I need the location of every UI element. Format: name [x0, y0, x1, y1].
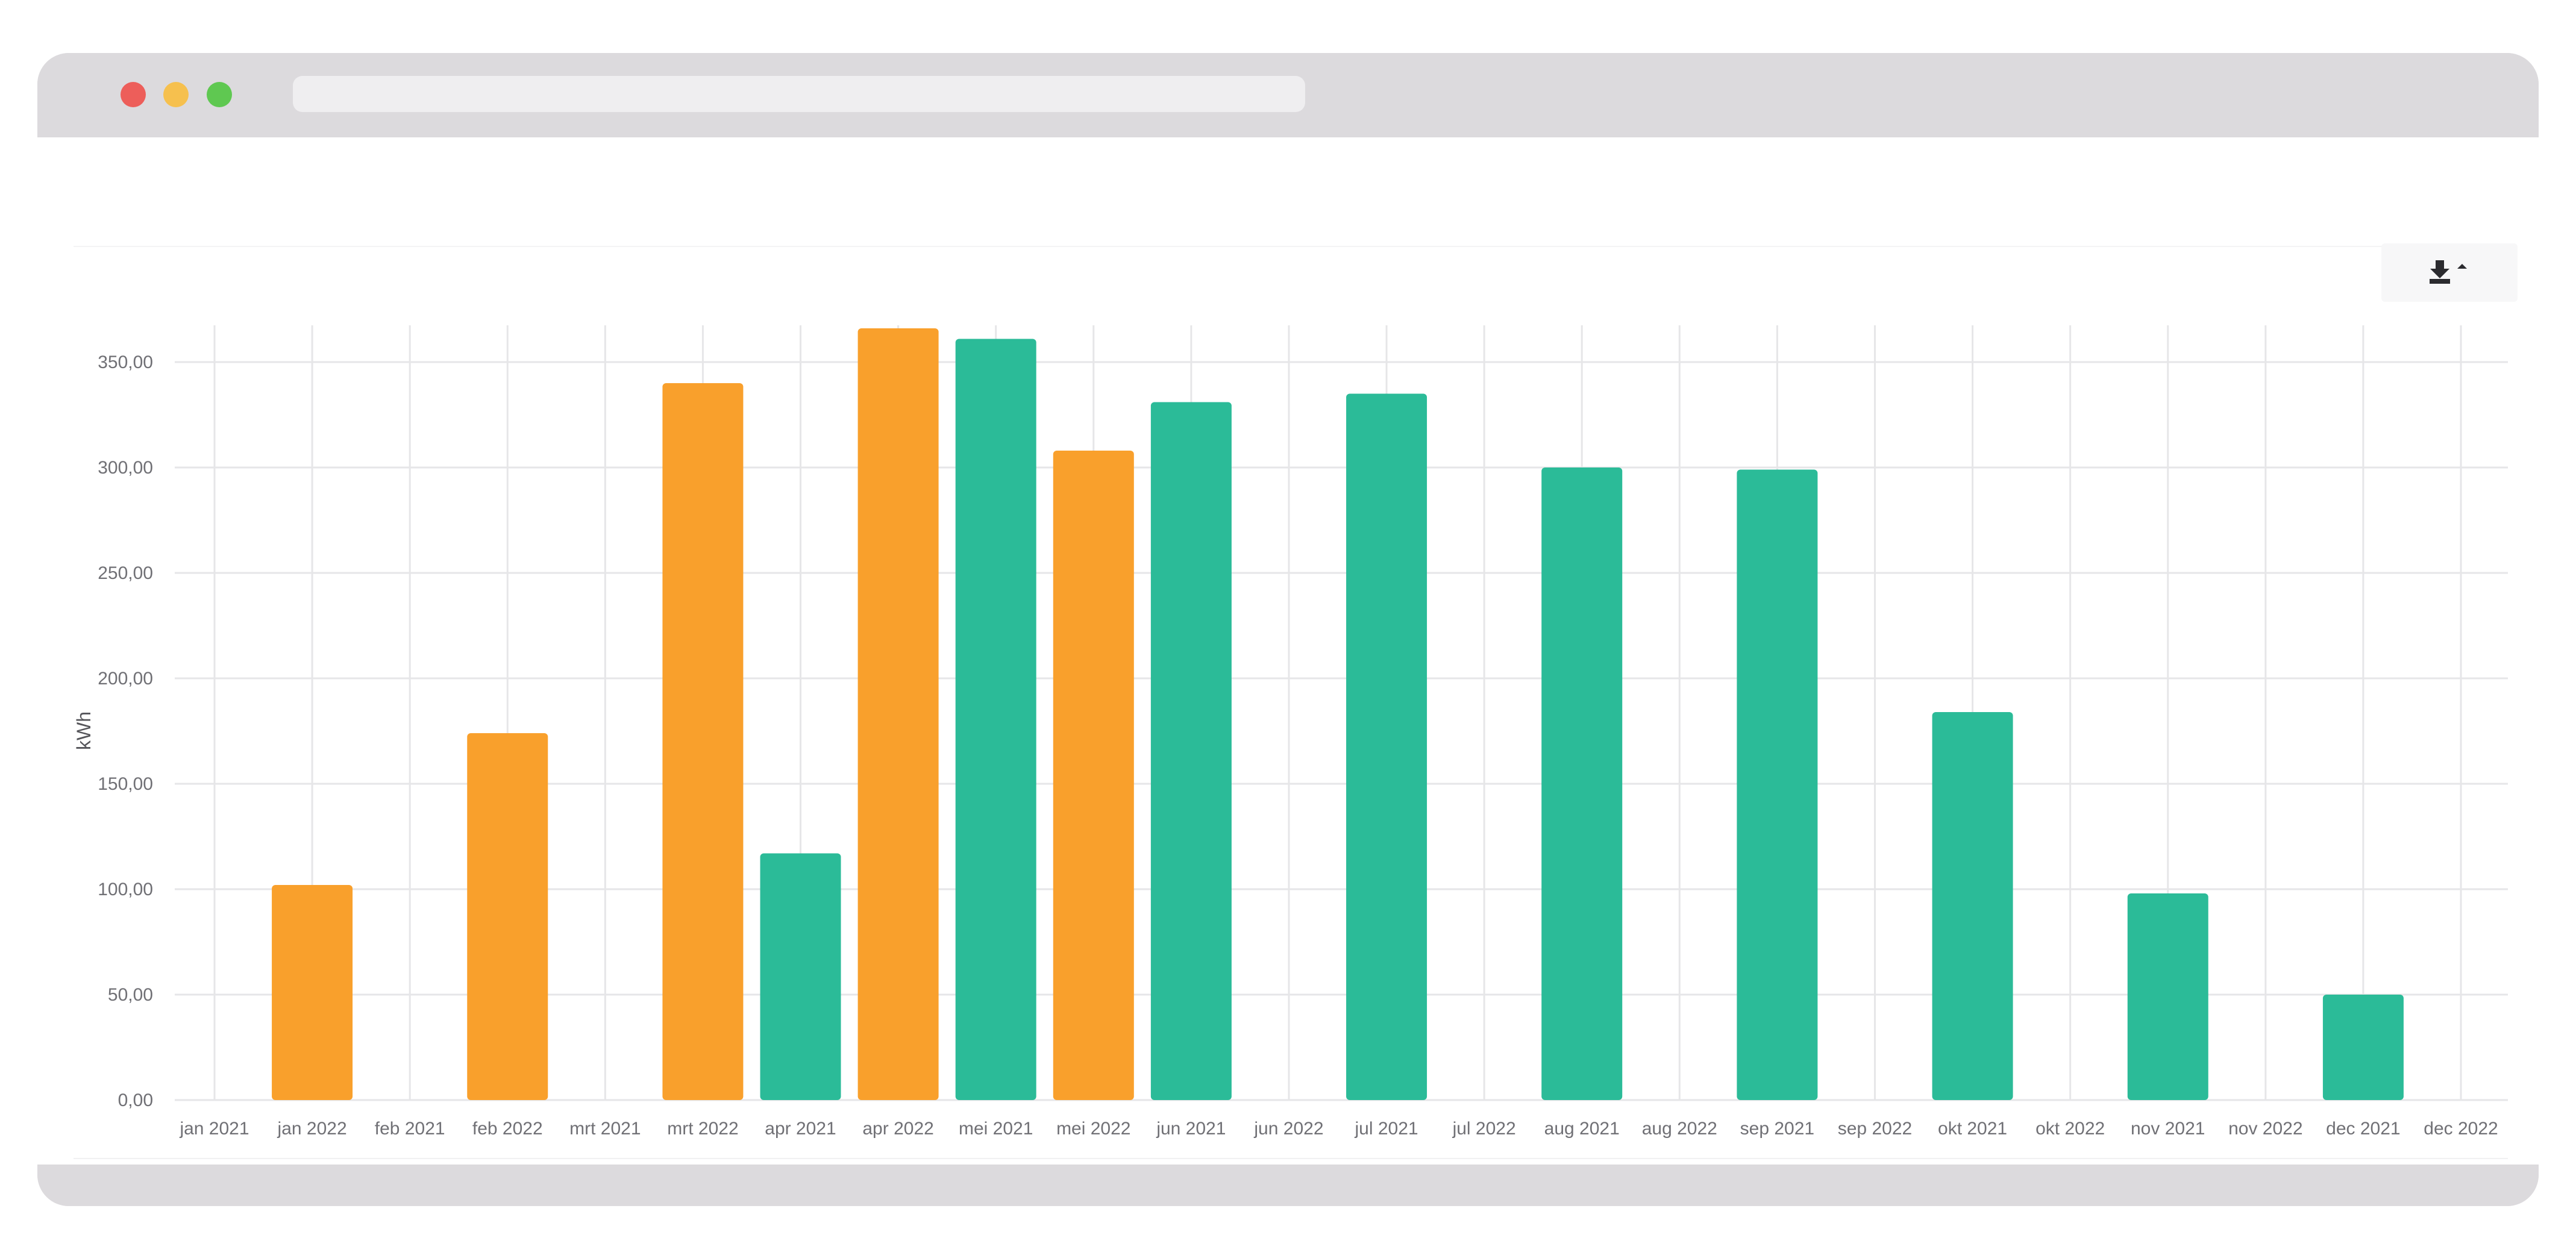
x-tick-label: mrt 2021	[569, 1119, 641, 1139]
x-tick-label: aug 2022	[1642, 1119, 1717, 1139]
close-window-button[interactable]	[121, 82, 146, 107]
bar[interactable]	[272, 885, 353, 1100]
toolbar-divider	[74, 246, 2508, 247]
x-tick-label: apr 2022	[862, 1119, 933, 1139]
x-tick-label: aug 2021	[1544, 1119, 1620, 1139]
bar[interactable]	[1932, 712, 2013, 1100]
x-tick-label: jun 2022	[1253, 1119, 1323, 1139]
page-content: 0,00 50,00 100,00 150,00 200,00 250,00 300,00 3…	[37, 137, 2539, 1165]
address-bar[interactable]	[293, 76, 1305, 112]
maximize-window-button[interactable]	[207, 82, 232, 107]
x-tick-label: sep 2022	[1838, 1119, 1912, 1139]
x-tick-label: nov 2021	[2131, 1119, 2205, 1139]
x-tick-label: jul 2021	[1354, 1119, 1418, 1139]
title-bar	[37, 53, 2539, 137]
x-tick-label: mei 2021	[959, 1119, 1033, 1139]
x-tick-label: feb 2021	[375, 1119, 445, 1139]
y-tick-label: 200,00	[98, 669, 153, 689]
y-axis-label: kWh	[73, 711, 95, 750]
x-tick-label: okt 2022	[2035, 1119, 2105, 1139]
x-tick-label: jul 2022	[1452, 1119, 1516, 1139]
bar[interactable]	[2322, 995, 2404, 1100]
x-tick-label: dec 2021	[2326, 1119, 2400, 1139]
y-tick-label: 50,00	[108, 985, 153, 1005]
chart-bottom-divider	[74, 1158, 2508, 1159]
bar[interactable]	[760, 853, 841, 1101]
bar[interactable]	[857, 328, 939, 1100]
bar[interactable]	[1150, 402, 1232, 1101]
y-tick-label: 350,00	[98, 352, 153, 372]
bar[interactable]	[955, 339, 1036, 1101]
y-tick-label: 0,00	[118, 1090, 153, 1110]
footer-bar	[37, 1165, 2539, 1206]
bar[interactable]	[2127, 893, 2208, 1100]
x-tick-label: nov 2022	[2228, 1119, 2302, 1139]
y-tick-label: 100,00	[98, 880, 153, 899]
x-tick-label: apr 2021	[765, 1119, 836, 1139]
browser-window: 0,00 50,00 100,00 150,00 200,00 250,00 300,00 3…	[37, 53, 2539, 1206]
x-tick-label: feb 2022	[472, 1119, 543, 1139]
y-tick-label: 300,00	[98, 458, 153, 478]
x-tick-label: jun 2021	[1156, 1119, 1226, 1139]
bar[interactable]	[1737, 469, 1818, 1101]
x-tick-label: jan 2022	[277, 1119, 347, 1139]
x-tick-label: dec 2022	[2424, 1119, 2498, 1139]
bar[interactable]	[1053, 451, 1134, 1100]
download-button[interactable]	[2381, 243, 2518, 302]
y-tick-label: 150,00	[98, 774, 153, 794]
bar[interactable]	[1541, 467, 1623, 1100]
x-tick-label: mei 2022	[1056, 1119, 1130, 1139]
bar[interactable]	[1346, 393, 1427, 1101]
minimize-window-button[interactable]	[163, 82, 189, 107]
x-tick-label: sep 2021	[1740, 1119, 1814, 1139]
bar-chart: 0,00 50,00 100,00 150,00 200,00 250,00 300,00 3…	[73, 325, 2508, 1139]
bar[interactable]	[662, 383, 744, 1100]
x-tick-label: mrt 2022	[667, 1119, 738, 1139]
x-tick-label: okt 2021	[1938, 1119, 2007, 1139]
bar[interactable]	[467, 733, 548, 1100]
x-tick-label: jan 2021	[179, 1119, 249, 1139]
y-tick-label: 250,00	[98, 563, 153, 583]
